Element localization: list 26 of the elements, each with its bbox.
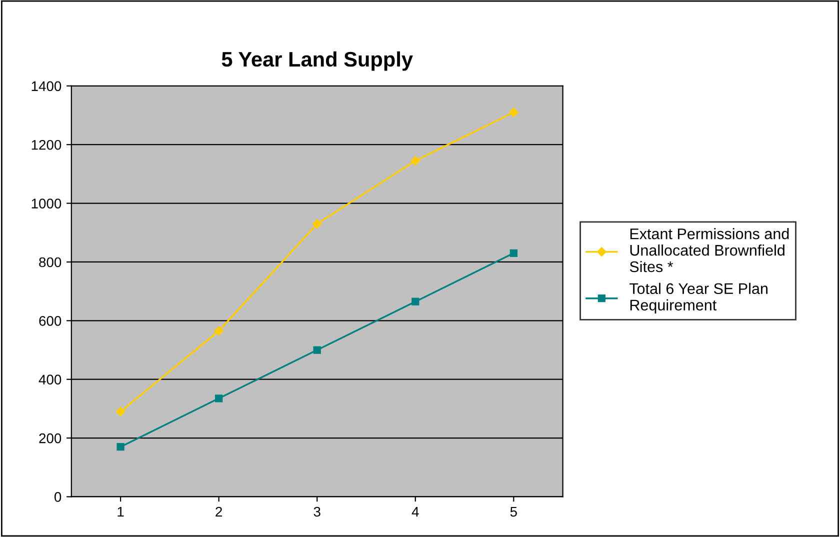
y-tick-label: 600	[39, 316, 62, 326]
y-tick-label: 800	[39, 257, 62, 268]
y-tick-label: 200	[39, 433, 62, 444]
x-tick-label: 4	[412, 506, 419, 517]
x-tick-label: 2	[216, 506, 222, 517]
y-tick-label: 0	[54, 492, 62, 502]
point	[412, 298, 420, 306]
point	[214, 326, 224, 336]
point	[116, 407, 126, 416]
point	[116, 443, 124, 451]
point	[312, 219, 322, 228]
chart-title: 5 Year Land Supply	[222, 51, 413, 71]
point	[510, 249, 518, 257]
y-tick-label: 1200	[32, 140, 62, 150]
y-tick-label: 1400	[32, 81, 62, 92]
point	[215, 394, 223, 402]
x-tick-label: 5	[510, 506, 517, 517]
x-tick-label: 1	[118, 506, 124, 517]
y-tick-label: 1000	[32, 198, 62, 208]
legend-label: Extant Permissions and Unallocated Brownfield Sites *	[630, 228, 789, 272]
legend-label: Total 6 Year SE Plan Requirement	[630, 282, 768, 314]
x-tick-label: 3	[314, 506, 320, 517]
point	[410, 156, 420, 166]
y-tick-label: 400	[38, 374, 62, 385]
point	[509, 108, 518, 117]
point	[313, 346, 321, 354]
